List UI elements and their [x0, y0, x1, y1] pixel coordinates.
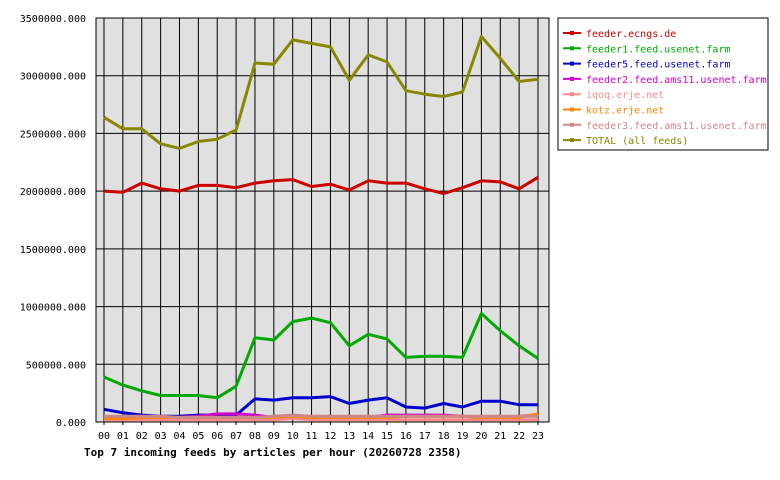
series-line-1 — [103, 312, 539, 400]
legend-marker-1 — [570, 46, 574, 51]
x-tick-label: 19 — [456, 431, 468, 442]
chart-title: Top 7 incoming feeds by articles per hou… — [84, 446, 462, 459]
x-tick-label: 09 — [268, 431, 280, 442]
x-tick-label: 11 — [306, 431, 318, 442]
x-tick-label: 21 — [494, 431, 506, 442]
y-tick-label: 0.000 — [56, 418, 86, 429]
x-tick-label: 22 — [513, 431, 525, 442]
x-tick-label: 01 — [117, 431, 129, 442]
legend-label-6: feeder3.feed.ams11.usenet.farm — [586, 121, 767, 132]
legend-marker-0 — [570, 31, 574, 35]
legend: feeder.ecngs.de feeder1.feed.usenet.farm f… — [557, 17, 769, 151]
legend-label-1: feeder1.feed.usenet.farm — [586, 44, 731, 55]
y-axis-ticks: 0.000 500000.000 1000000.000 1500000.000 200… — [20, 14, 86, 429]
plot-frame — [95, 17, 550, 423]
x-tick-label: 13 — [343, 431, 355, 442]
legend-marker-5 — [570, 107, 574, 112]
legend-label-4: iqoq.erje.net — [586, 90, 664, 101]
x-tick-label: 05 — [192, 431, 204, 442]
x-tick-label: 20 — [475, 431, 487, 442]
x-tick-label: 10 — [287, 431, 299, 442]
legend-label-2: feeder5.feed.usenet.farm — [586, 60, 731, 71]
x-tick-label: 18 — [438, 431, 450, 442]
x-axis-ticks: 00 01 02 03 04 05 06 07 08 09 10 11 12 13 14 15 16 17 18 19… — [98, 431, 544, 442]
legend-label-3: feeder2.feed.ams11.usenet.farm — [586, 75, 767, 86]
x-tick-label: 14 — [362, 431, 374, 442]
series-line-6 — [104, 413, 538, 419]
legend-marker-2 — [570, 61, 574, 66]
x-tick-label: 17 — [419, 431, 431, 442]
legend-marker-4 — [570, 92, 574, 97]
legend-label-5: kotz.erje.net — [586, 106, 664, 117]
y-tick-label: 3500000.000 — [20, 14, 86, 25]
x-tick-label: 03 — [155, 431, 167, 442]
series-lines — [103, 35, 539, 422]
y-tick-label: 1000000.000 — [20, 303, 86, 314]
x-tick-label: 02 — [136, 431, 148, 442]
series-line-0 — [103, 176, 539, 195]
y-tick-label: 2000000.000 — [20, 187, 86, 198]
legend-marker-3 — [570, 76, 574, 81]
legend-label-0: feeder.ecngs.de — [586, 29, 676, 40]
x-tick-label: 07 — [230, 431, 242, 442]
y-tick-label: 500000.000 — [26, 360, 86, 371]
y-tick-label: 1500000.000 — [20, 245, 86, 256]
legend-box — [557, 17, 769, 151]
x-tick-label: 04 — [173, 431, 185, 442]
legend-label-7: TOTAL (all feeds) — [586, 136, 688, 147]
plot-background — [95, 17, 550, 423]
legend-marker-7 — [570, 138, 574, 143]
x-tick-label: 00 — [98, 431, 110, 442]
x-tick-label: 12 — [324, 431, 336, 442]
series-line-4 — [104, 417, 538, 422]
series-line-7 — [103, 35, 539, 150]
x-tick-label: 06 — [211, 431, 223, 442]
x-tick-label: 16 — [400, 431, 412, 442]
x-tick-label: 23 — [532, 431, 544, 442]
legend-marker-6 — [570, 122, 574, 127]
x-tick-label: 15 — [381, 431, 393, 442]
y-tick-label: 3000000.000 — [20, 72, 86, 83]
x-tick-label: 08 — [249, 431, 261, 442]
y-tick-label: 2500000.000 — [20, 129, 86, 140]
